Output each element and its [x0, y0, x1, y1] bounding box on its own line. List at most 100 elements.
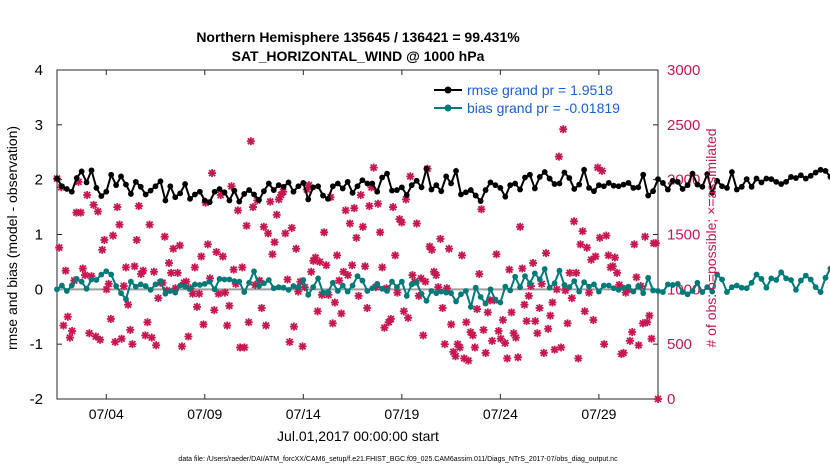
obs-assimilated-point: [352, 233, 361, 242]
rmse-point: [403, 192, 410, 198]
obs-assimilated-point: [98, 245, 107, 254]
bias-point: [536, 276, 543, 283]
rmse-point: [137, 183, 144, 190]
rmse-point: [261, 188, 267, 195]
bias-point: [88, 276, 95, 283]
obs-assimilated-point: [541, 249, 550, 258]
obs-assimilated-point: [160, 232, 169, 241]
bias-point: [379, 285, 386, 292]
obs-assimilated-point: [59, 321, 68, 330]
obs-assimilated-point: [475, 269, 484, 278]
bias-point: [458, 291, 464, 298]
bias-point: [83, 285, 90, 292]
obs-assimilated-point: [221, 288, 230, 297]
bias-point: [280, 284, 287, 291]
obs-assimilated-point: [546, 311, 555, 320]
rmse-point: [492, 182, 499, 189]
bias-point: [817, 289, 824, 295]
rmse-point: [487, 179, 494, 186]
obs-assimilated-point: [363, 303, 372, 312]
obs-assimilated-point: [177, 342, 186, 351]
rmse-point: [280, 183, 287, 190]
bias-point: [384, 288, 390, 294]
rmse-point: [236, 198, 243, 205]
obs-assimilated-point: [132, 235, 141, 244]
y-axis-right-label: # of obs: o=possible; ×=assimilated: [703, 128, 719, 347]
obs-assimilated-point: [641, 232, 650, 241]
rmse-point: [635, 184, 642, 191]
obs-assimilated-point: [507, 308, 516, 317]
bias-point: [394, 284, 400, 291]
obs-assimilated-point: [589, 316, 598, 325]
rmse-point: [295, 183, 302, 190]
rmse-point: [788, 174, 794, 180]
rmse-point: [394, 187, 400, 193]
rmse-point: [507, 182, 514, 189]
rmse-point: [610, 182, 617, 189]
bias-point: [655, 288, 661, 294]
obs-assimilated-point: [438, 303, 447, 312]
obs-assimilated-point: [369, 163, 378, 172]
obs-assimilated-point: [513, 353, 522, 362]
bias-point: [797, 277, 804, 284]
rmse-point: [674, 178, 681, 185]
bias-point: [561, 282, 568, 288]
obs-assimilated-point: [89, 200, 98, 209]
rmse-point: [349, 189, 356, 196]
rmse-point: [536, 174, 543, 180]
bias-point: [551, 280, 558, 287]
bias-point: [507, 287, 514, 294]
rmse-point: [206, 199, 213, 206]
obs-assimilated-point: [533, 329, 542, 338]
rmse-point: [408, 182, 415, 189]
rmse-point: [285, 179, 292, 186]
bias-point: [329, 279, 336, 286]
obs-assimilated-point: [520, 300, 529, 309]
rmse-point: [817, 166, 824, 173]
obs-assimilated-point: [451, 352, 460, 361]
obs-assimilated-point: [283, 275, 292, 284]
obs-assimilated-point: [268, 250, 277, 259]
rmse-point: [216, 186, 223, 192]
obs-assimilated-point: [608, 262, 617, 271]
rmse-point: [305, 196, 312, 203]
rmse-point: [83, 179, 90, 186]
obs-assimilated-series: [53, 125, 662, 403]
bias-point: [320, 289, 326, 296]
obs-assimilated-point: [399, 307, 408, 316]
bias-point: [398, 278, 405, 285]
rmse-point: [221, 189, 228, 196]
bias-point: [123, 296, 129, 303]
bias-point: [783, 275, 789, 282]
obs-assimilated-point: [544, 324, 553, 333]
obs-assimilated-point: [128, 340, 137, 349]
rmse-point: [827, 174, 830, 180]
x-axis-label: Jul.01,2017 00:00:00 start: [277, 428, 439, 444]
rmse-point: [620, 181, 627, 188]
bias-point: [689, 288, 696, 294]
rmse-point: [679, 186, 686, 192]
bias-point: [512, 273, 519, 280]
obs-assimilated-point: [591, 252, 600, 261]
obs-assimilated-point: [505, 265, 514, 274]
obs-assimilated-point: [539, 348, 548, 357]
obs-assimilated-point: [270, 238, 279, 247]
bias-point: [517, 284, 523, 291]
rmse-point: [566, 175, 573, 181]
rmse-point: [275, 182, 282, 189]
rmse-point: [546, 175, 553, 182]
rmse-point: [98, 193, 105, 200]
obs-assimilated-point: [464, 356, 473, 365]
obs-assimilated-point: [511, 333, 520, 342]
right-tick-label: 1500: [667, 227, 700, 244]
rmse-point: [793, 175, 799, 181]
rmse-point: [743, 176, 750, 183]
bias-point: [142, 283, 149, 289]
rmse-point: [571, 186, 578, 192]
obs-assimilated-point: [440, 340, 449, 349]
rmse-point: [118, 173, 124, 180]
bias-point: [625, 283, 632, 290]
bias-point: [581, 279, 588, 286]
bias-point: [443, 289, 450, 296]
obs-assimilated-point: [559, 125, 568, 134]
